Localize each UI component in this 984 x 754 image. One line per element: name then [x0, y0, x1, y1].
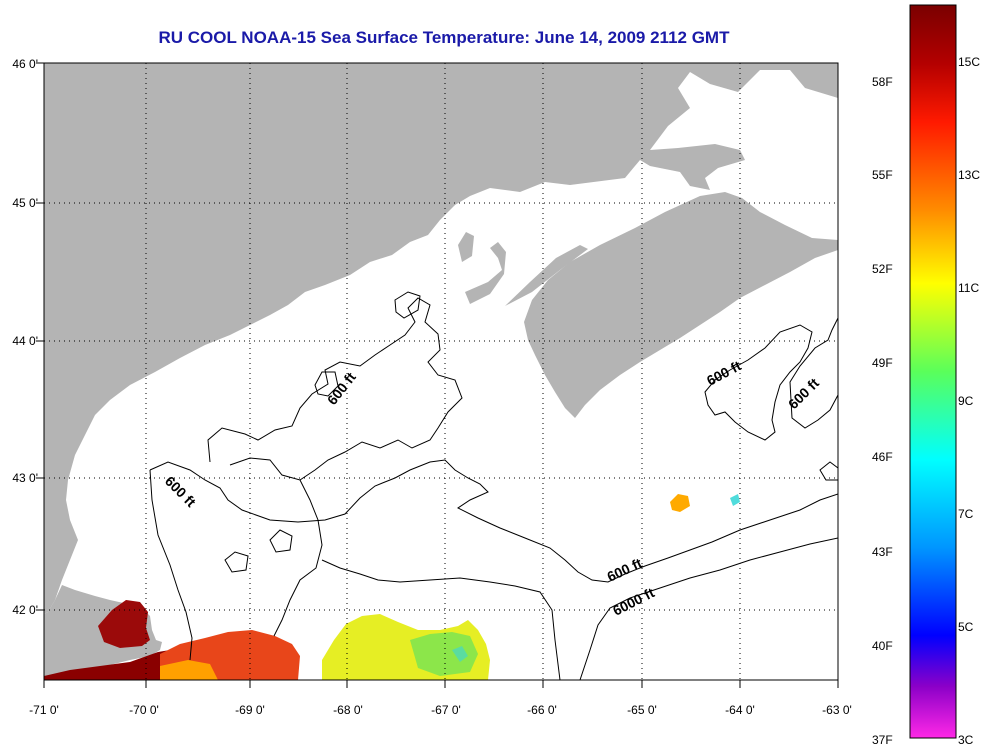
lon-tick-63: -63 0': [822, 703, 852, 717]
colorbar-c-9: 9C: [958, 394, 974, 408]
mainland-land: [44, 63, 838, 614]
colorbar-f-46: 46F: [872, 450, 893, 464]
lon-tick-69: -69 0': [235, 703, 265, 717]
gulf-island-2: [505, 245, 588, 306]
colorbar-f-43: 43F: [872, 545, 893, 559]
axis-ticks: [36, 62, 839, 688]
lon-tick-67: -67 0': [431, 703, 461, 717]
lat-tick-42: 42 0': [12, 603, 38, 617]
colorbar-c-13: 13C: [958, 168, 981, 182]
grand-manan-island: [458, 232, 474, 262]
colorbar-f-49: 49F: [872, 356, 893, 370]
sst-georges-green: [410, 632, 478, 676]
sst-south-shore-warm: [44, 650, 170, 680]
sst-offshore-orange: [670, 494, 690, 512]
colorbar-c-11: 11C: [958, 281, 980, 295]
lon-tick-65: -65 0': [627, 703, 657, 717]
colorbar: [909, 4, 957, 739]
map-area: 600 ft 600 ft 600 ft 600 ft 600 ft 6000 …: [44, 63, 838, 680]
map-title: RU COOL NOAA-15 Sea Surface Temperature:…: [158, 28, 730, 47]
lon-tick-70: -70 0': [129, 703, 159, 717]
lat-tick-44: 44 0': [12, 334, 38, 348]
map-frame: [43, 62, 839, 681]
lat-tick-43: 43 0': [12, 471, 38, 485]
sst-georges-orange: [160, 660, 218, 680]
lon-tick-68: -68 0': [333, 703, 363, 717]
gulf-island-1: [465, 242, 506, 304]
lat-tick-45: 45 0': [12, 196, 38, 210]
depth-contours: [149, 291, 838, 680]
colorbar-f-40: 40F: [872, 639, 893, 653]
nova-scotia-land: [524, 192, 838, 418]
lon-tick-66: -66 0': [527, 703, 557, 717]
lon-tick-71: -71 0': [29, 703, 59, 717]
colorbar-c-15: 15C: [958, 55, 981, 69]
colorbar-f-52: 52F: [872, 262, 893, 276]
lat-tick-46: 46 0': [12, 57, 38, 71]
colorbar-f-58: 58F: [872, 75, 893, 89]
colorbar-c-5: 5C: [958, 620, 974, 634]
colorbar-c-3: 3C: [958, 733, 974, 747]
colorbar-c-7: 7C: [958, 507, 974, 521]
colorbar-f-37: 37F: [872, 733, 893, 747]
sst-georges-cyan: [452, 646, 468, 662]
colorbar-f-55: 55F: [872, 168, 893, 182]
sst-offshore-cyan: [730, 494, 740, 506]
sst-cape-cod-warm: [98, 600, 150, 648]
lon-tick-64: -64 0': [725, 703, 755, 717]
